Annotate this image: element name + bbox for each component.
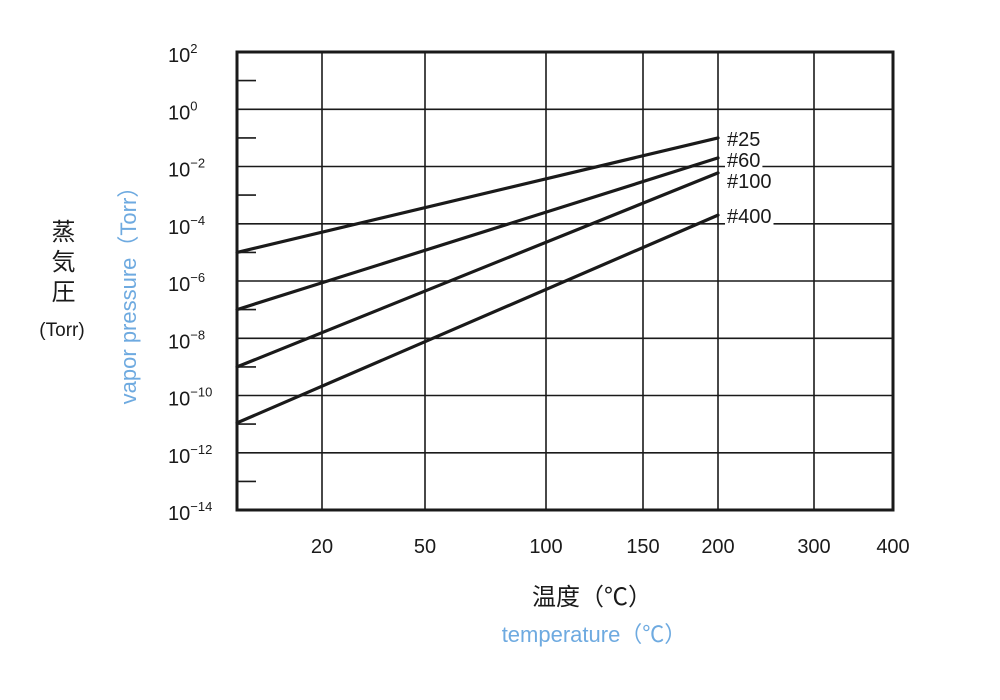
series-label-background: [725, 207, 774, 228]
y-tick-label: 100: [168, 98, 197, 124]
y-tick-base: 10: [168, 217, 190, 239]
y-axis-title-en: vapor pressure（Torr）: [116, 176, 141, 405]
x-tick-label: 300: [797, 536, 830, 558]
x-axis-title: 温度（℃）: [532, 584, 652, 611]
x-axis-title-en: temperature（℃）: [502, 622, 687, 647]
y-tick-label: 10−8: [168, 327, 205, 353]
y-tick-label: 10−14: [168, 499, 212, 525]
y-tick-exponent: −12: [190, 442, 212, 457]
y-tick-base: 10: [168, 503, 190, 525]
series-line-400: [235, 213, 720, 425]
x-tick-label: 150: [626, 536, 659, 558]
plot-frame: [235, 50, 895, 512]
series-label-background: [725, 150, 763, 171]
y-tick-label: 10−2: [168, 156, 205, 182]
y-tick-base: 10: [168, 45, 190, 67]
y-tick-exponent: −2: [190, 156, 205, 171]
y-axis-unit: (Torr): [39, 320, 84, 341]
y-axis-title: 蒸気圧: [47, 219, 74, 309]
series-labels: #25#60#100 #400: [725, 129, 774, 228]
y-tick-label: 10−10: [168, 385, 212, 411]
x-tick-labels: 20 50 100 150 200 300 400: [311, 536, 910, 558]
y-tick-base: 10: [168, 389, 190, 411]
y-tick-exponent: −14: [190, 499, 212, 514]
series-lines: [235, 136, 720, 425]
y-tick-base: 10: [168, 446, 190, 468]
x-tick-label: 50: [414, 536, 436, 558]
y-tick-label: 10−6: [168, 270, 205, 296]
series-label-25: #25: [727, 129, 760, 151]
y-tick-exponent: −10: [190, 385, 212, 400]
y-tick-exponent: 2: [190, 41, 197, 56]
series-line-100: [235, 171, 720, 369]
y-tick-base: 10: [168, 331, 190, 353]
y-tick-exponent: 0: [190, 98, 197, 113]
x-tick-label: 200: [701, 536, 734, 558]
y-tick-base: 10: [168, 274, 190, 296]
series-label-background: [725, 129, 763, 150]
series-label-100: #100: [727, 171, 772, 193]
y-tick-base: 10: [168, 160, 190, 182]
x-tick-label: 400: [876, 536, 909, 558]
y-tick-label: 102: [168, 41, 197, 67]
y-tick-exponent: −4: [190, 213, 205, 228]
series-label-400: #400: [727, 206, 772, 228]
series-label-60: #60: [727, 150, 760, 172]
y-tick-base: 10: [168, 102, 190, 124]
series-line-25: [235, 136, 720, 254]
y-tick-exponent: −6: [190, 270, 205, 285]
series-label-background: [725, 171, 774, 192]
y-tick-label: 10−4: [168, 213, 205, 239]
y-tick-label: 10−12: [168, 442, 212, 468]
x-tick-label: 100: [529, 536, 562, 558]
x-tick-label: 20: [311, 536, 333, 558]
y-tick-exponent: −8: [190, 327, 205, 342]
series-line-60: [235, 156, 720, 312]
